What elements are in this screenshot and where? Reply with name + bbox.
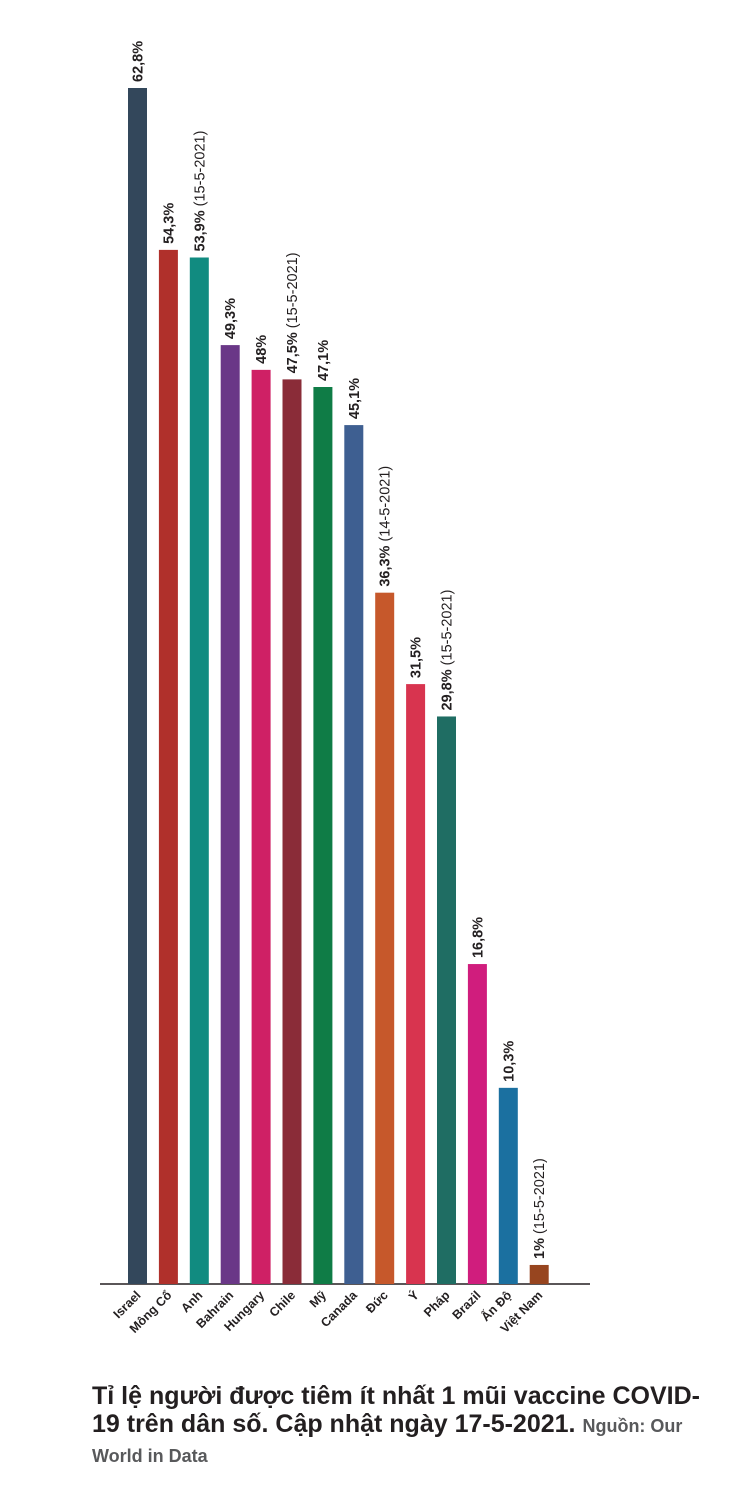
value-label-4: 49,3% — [223, 298, 239, 339]
value-label-12: 16,8% — [470, 917, 486, 958]
category-label-6: Chile — [267, 1288, 299, 1320]
value-label-11: 29,8% (15-5-2021) — [440, 590, 456, 711]
category-label-11: Pháp — [421, 1288, 453, 1320]
bar-1 — [128, 88, 147, 1284]
chart-caption: Tỉ lệ người được tiêm ít nhất 1 mũi vacc… — [92, 1382, 712, 1470]
bar-4 — [220, 345, 240, 1284]
category-label-9: Đức — [363, 1288, 391, 1316]
bar-6 — [282, 379, 302, 1284]
value-label-6: 47,5% (15-5-2021) — [285, 252, 301, 373]
value-label-7: 47,1% — [316, 340, 332, 381]
bar-11 — [437, 716, 456, 1284]
bar-13 — [498, 1087, 518, 1284]
category-label-3: Anh — [178, 1288, 205, 1315]
value-label-5: 48% — [254, 335, 270, 364]
bar-12 — [467, 964, 487, 1284]
caption-source: Nguồn: Our World in Data — [92, 1416, 683, 1466]
value-label-10: 31,5% — [409, 637, 425, 678]
caption-title: Tỉ lệ người được tiêm ít nhất 1 mũi vacc… — [92, 1382, 700, 1438]
bar-5 — [251, 369, 271, 1284]
value-label-13: 10,3% — [501, 1041, 517, 1082]
bar-3 — [189, 257, 209, 1284]
value-label-9: 36,3% (14-5-2021) — [378, 466, 394, 587]
bar-9 — [375, 592, 395, 1284]
value-label-2: 54,3% — [161, 203, 177, 244]
bar-14 — [529, 1264, 549, 1284]
value-label-14: 1% (15-5-2021) — [532, 1158, 548, 1259]
category-label-7: Mỹ — [307, 1288, 329, 1310]
value-label-1: 62,8% — [131, 41, 147, 82]
bar-7 — [313, 387, 333, 1284]
value-label-3: 53,9% (15-5-2021) — [192, 131, 208, 252]
bar-8 — [344, 425, 364, 1284]
category-label-10: Ý — [405, 1287, 422, 1304]
category-label-12: Brazil — [450, 1288, 484, 1322]
bar-2 — [158, 249, 178, 1284]
bar-10 — [406, 684, 426, 1284]
value-label-8: 45,1% — [347, 378, 363, 419]
